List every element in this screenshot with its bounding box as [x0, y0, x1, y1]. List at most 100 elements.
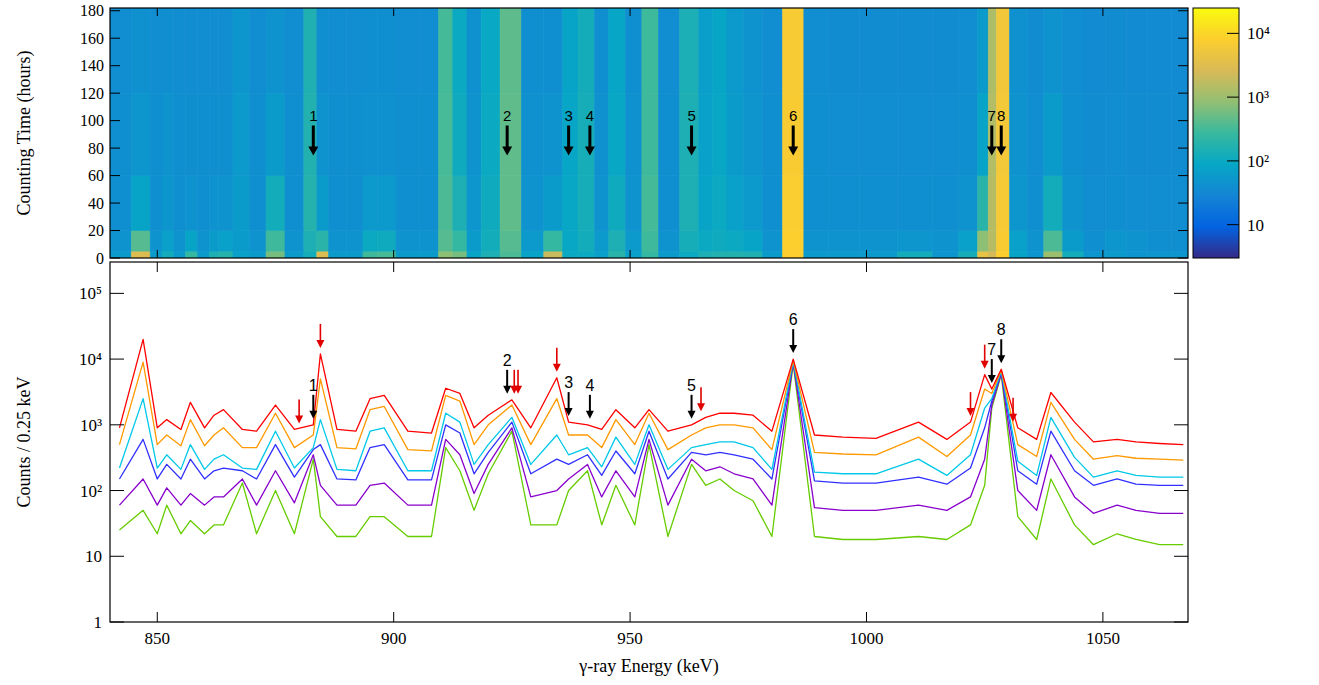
heat-cell — [642, 176, 659, 231]
y-tick — [110, 10, 120, 11]
heat-cell — [658, 251, 679, 258]
annotation-label: 6 — [789, 107, 797, 124]
arrow-head — [697, 403, 705, 411]
heat-cell — [578, 231, 595, 252]
heat-cell — [1044, 251, 1063, 258]
heat-cell — [997, 231, 1010, 252]
heat-cell — [197, 231, 209, 252]
y-tick — [1174, 424, 1188, 425]
heat-cell — [396, 176, 420, 231]
heat-cell — [713, 93, 727, 175]
heat-cell — [1063, 176, 1084, 231]
arrow-shaft — [506, 370, 508, 387]
heat-cell — [744, 176, 763, 231]
x-tick — [393, 262, 394, 272]
heat-cell — [1063, 8, 1084, 93]
heat-cell — [933, 8, 959, 93]
heat-cell — [162, 251, 174, 258]
x-tick — [157, 8, 158, 16]
heat-cell — [285, 251, 304, 258]
heat-cell — [285, 176, 304, 231]
y-tick-label: 10⁴ — [79, 350, 102, 369]
heat-cell — [219, 176, 233, 231]
heat-cell — [500, 93, 521, 175]
y-tick — [110, 65, 120, 66]
heat-cell — [762, 93, 782, 175]
colorbar-tick-label: 10⁴ — [1247, 24, 1270, 43]
arrow-head — [514, 386, 522, 394]
heat-cell — [249, 231, 266, 252]
y-tick-label: 100 — [80, 112, 104, 129]
heat-cell — [744, 251, 763, 258]
x-tick — [393, 8, 394, 16]
arrow-head — [503, 386, 511, 394]
x-axis-title: γ-ray Energy (keV) — [578, 656, 719, 677]
heat-cell — [420, 231, 439, 252]
heat-cell — [1010, 8, 1028, 93]
heat-cell — [699, 93, 713, 175]
spectrum-line — [119, 364, 1183, 545]
heat-cell — [1127, 176, 1148, 231]
heat-cell — [1105, 93, 1126, 175]
heat-cell — [500, 251, 521, 258]
heat-cell — [1105, 231, 1126, 252]
heat-cell — [829, 93, 860, 175]
heat-cell — [131, 231, 150, 252]
heat-cell — [162, 8, 174, 93]
x-tick — [157, 612, 158, 622]
heat-cell — [762, 251, 782, 258]
heat-cell — [699, 8, 713, 93]
y-tick — [1174, 556, 1188, 557]
heat-cell — [727, 251, 744, 258]
heat-cell — [544, 176, 563, 231]
heat-cell — [744, 93, 763, 175]
y-tick — [110, 622, 124, 623]
heat-cell — [897, 231, 932, 252]
heat-cell — [377, 231, 396, 252]
arrow-shaft — [691, 395, 693, 412]
heat-cell — [481, 93, 500, 175]
annotations: 12345678 — [295, 311, 1017, 423]
y-axis-title: Counting Time (hours) — [14, 50, 35, 215]
heat-cell — [439, 93, 453, 175]
heat-cell — [110, 8, 131, 93]
y-tick — [1178, 203, 1188, 204]
annotation-label: 6 — [789, 311, 798, 328]
heat-cell — [1148, 176, 1172, 231]
spectra — [119, 339, 1183, 544]
heat-cell — [209, 251, 218, 258]
x-tick — [630, 250, 631, 258]
x-tick — [157, 250, 158, 258]
arrow-head — [309, 411, 317, 419]
heat-cell — [829, 176, 860, 231]
heat-cell — [1027, 231, 1044, 252]
heat-cell — [186, 251, 198, 258]
heat-cell — [439, 231, 453, 252]
heat-cell — [699, 231, 713, 252]
y-tick-label: 20 — [88, 222, 104, 239]
heat-cell — [563, 251, 578, 258]
y-tick — [1174, 490, 1188, 491]
annotation-label: 5 — [687, 107, 695, 124]
heatmap-cells — [110, 8, 1188, 258]
heat-cell — [997, 93, 1010, 175]
heat-cell — [285, 8, 304, 93]
x-tick-label: 900 — [381, 629, 407, 648]
arrow-head — [687, 147, 697, 156]
heat-cell — [304, 251, 317, 258]
arrow-head — [996, 147, 1006, 156]
arrow-head — [688, 411, 696, 419]
heat-cell — [595, 8, 609, 93]
y-tick — [1174, 359, 1188, 360]
heat-cell — [233, 93, 250, 175]
y-tick-label: 120 — [80, 85, 104, 102]
annotation-label: 2 — [503, 107, 511, 124]
heat-cell — [467, 93, 481, 175]
heat-cell — [346, 8, 363, 93]
heat-cell — [396, 8, 420, 93]
heat-cell — [304, 176, 317, 231]
heat-cell — [186, 8, 198, 93]
arrow-shaft — [312, 126, 315, 148]
colorbar — [1193, 8, 1239, 258]
heat-cell — [110, 93, 131, 175]
